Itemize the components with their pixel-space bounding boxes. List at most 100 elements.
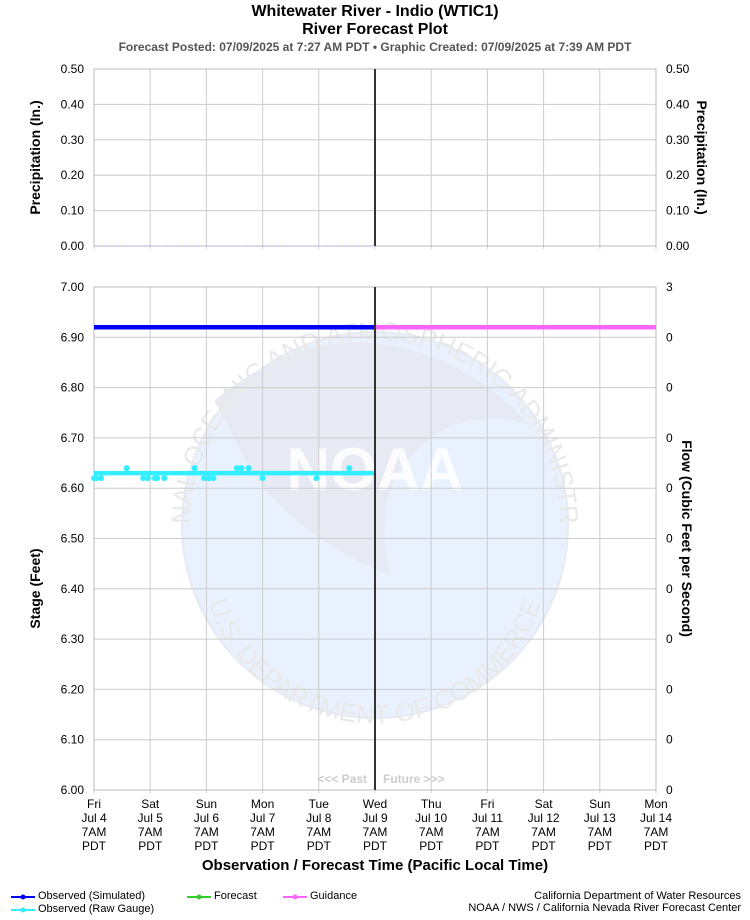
flow-tick-right: 0 — [666, 381, 673, 395]
x-tick-time: 7AM — [306, 825, 331, 839]
raw-gauge-point — [98, 475, 105, 482]
x-tick-day: Mon — [251, 797, 274, 811]
raw-gauge-point — [259, 475, 266, 482]
precip-tick-left: 0.00 — [61, 239, 85, 253]
credit-nws: NOAA / NWS / California Nevada River For… — [468, 902, 741, 914]
raw-gauge-point — [313, 475, 320, 482]
x-tick-date: Jul 6 — [194, 811, 220, 825]
raw-gauge-point — [205, 475, 212, 482]
stage-axis-label: Stage (Feet) — [27, 548, 43, 628]
legend-label: Forecast — [214, 890, 257, 902]
raw-gauge-point — [140, 475, 147, 482]
raw-gauge-point — [201, 475, 208, 482]
noaa-watermark: NATIONAL OCEANIC AND ATMOSPHERIC ADMINIS… — [0, 0, 584, 730]
x-tick-date: Jul 13 — [584, 811, 616, 825]
x-tick-day: Sun — [589, 797, 610, 811]
x-tick-date: Jul 12 — [528, 811, 560, 825]
flow-axis-label: Flow (Cubic Feet per Second) — [679, 440, 695, 637]
x-tick-day: Thu — [421, 797, 442, 811]
raw-gauge-point — [154, 475, 161, 482]
raw-gauge-point — [346, 465, 353, 472]
x-tick-date: Jul 4 — [81, 811, 107, 825]
x-tick-date: Jul 10 — [415, 811, 447, 825]
watermark-bird — [215, 342, 530, 575]
x-tick-time: 7AM — [194, 825, 219, 839]
stage-tick-left: 6.40 — [61, 582, 85, 596]
raw-gauge-point — [210, 475, 217, 482]
precip-tick-left: 0.20 — [61, 168, 85, 182]
x-tick-tz: PDT — [588, 839, 613, 853]
precip-tick-right: 0.50 — [666, 62, 690, 76]
x-tick-tz: PDT — [419, 839, 444, 853]
raw-gauge-point — [245, 465, 252, 472]
stage-tick-left: 6.80 — [61, 381, 85, 395]
precip-tick-left: 0.30 — [61, 133, 85, 147]
raw-gauge-point — [93, 475, 100, 482]
precip-tick-right: 0.10 — [666, 204, 690, 218]
x-tick-tz: PDT — [138, 839, 163, 853]
x-tick-time: 7AM — [587, 825, 612, 839]
flow-tick-right: 0 — [666, 582, 673, 596]
legend-item-guidance: Guidance — [282, 889, 392, 903]
x-tick-time: 7AM — [138, 825, 163, 839]
stage-tick-left: 6.90 — [61, 330, 85, 344]
x-tick-tz: PDT — [251, 839, 276, 853]
flow-tick-right: 3 — [666, 280, 673, 294]
x-tick-date: Jul 14 — [640, 811, 672, 825]
credits: California Department of Water Resources… — [468, 890, 741, 914]
raw-gauge-point — [233, 465, 240, 472]
x-tick-day: Fri — [480, 797, 494, 811]
stage-tick-left: 6.50 — [61, 532, 85, 546]
x-tick-time: 7AM — [363, 825, 388, 839]
precip-tick-right: 0.40 — [666, 97, 690, 111]
precip-tick-left: 0.50 — [61, 62, 85, 76]
raw-gauge-point — [191, 465, 198, 472]
precip-tick-left: 0.10 — [61, 204, 85, 218]
x-axis-label: Observation / Forecast Time (Pacific Loc… — [202, 857, 548, 874]
x-tick-tz: PDT — [644, 839, 669, 853]
stage-tick-left: 6.00 — [61, 783, 85, 797]
x-tick-tz: PDT — [363, 839, 388, 853]
x-tick-time: 7AM — [531, 825, 556, 839]
legend-swatch — [187, 894, 211, 900]
future-label: Future >>> — [383, 772, 445, 786]
stage-tick-left: 6.20 — [61, 682, 85, 696]
stage-tick-left: 6.10 — [61, 733, 85, 747]
flow-tick-right: 0 — [666, 783, 673, 797]
legend-label: Guidance — [310, 890, 358, 902]
x-tick-time: 7AM — [419, 825, 444, 839]
flow-tick-right: 0 — [666, 733, 673, 747]
x-tick-day: Sat — [141, 797, 160, 811]
x-tick-time: 7AM — [82, 825, 107, 839]
precip-tick-right: 0.20 — [666, 168, 690, 182]
stage-tick-left: 7.00 — [61, 280, 85, 294]
chart-subtitle: River Forecast Plot — [302, 21, 448, 38]
flow-tick-right: 0 — [666, 330, 673, 344]
legend-swatch — [11, 907, 35, 913]
x-tick-time: 7AM — [250, 825, 275, 839]
x-tick-day: Fri — [87, 797, 101, 811]
x-tick-tz: PDT — [307, 839, 332, 853]
x-tick-tz: PDT — [532, 839, 557, 853]
legend-swatch — [11, 894, 35, 900]
x-tick-day: Sat — [535, 797, 554, 811]
x-tick-time: 7AM — [475, 825, 500, 839]
legend-swatch — [283, 894, 307, 900]
stage-tick-left: 6.70 — [61, 431, 85, 445]
past-label: <<< Past — [317, 772, 367, 786]
precip-tick-right: 0.00 — [666, 239, 690, 253]
raw-gauge-point — [123, 465, 130, 472]
x-tick-tz: PDT — [82, 839, 107, 853]
x-tick-time: 7AM — [644, 825, 669, 839]
x-tick-day: Tue — [309, 797, 330, 811]
x-tick-date: Jul 8 — [306, 811, 332, 825]
x-tick-day: Mon — [644, 797, 667, 811]
raw-gauge-point — [161, 475, 168, 482]
